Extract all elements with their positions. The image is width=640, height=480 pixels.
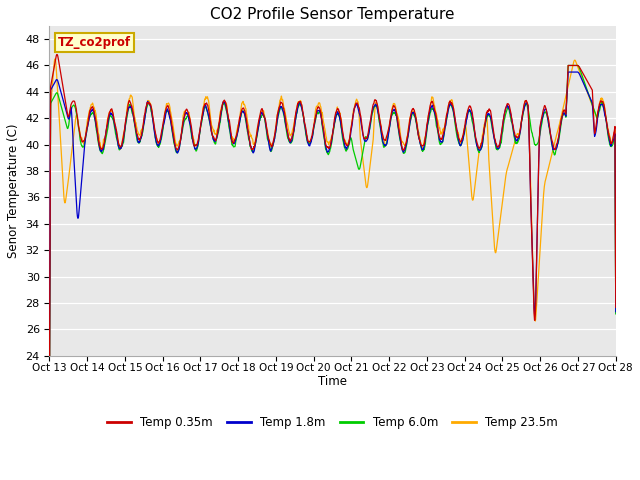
X-axis label: Time: Time — [318, 375, 347, 388]
Y-axis label: Senor Temperature (C): Senor Temperature (C) — [7, 123, 20, 258]
Text: TZ_co2prof: TZ_co2prof — [58, 36, 131, 48]
Legend: Temp 0.35m, Temp 1.8m, Temp 6.0m, Temp 23.5m: Temp 0.35m, Temp 1.8m, Temp 6.0m, Temp 2… — [102, 411, 563, 433]
Title: CO2 Profile Sensor Temperature: CO2 Profile Sensor Temperature — [211, 7, 455, 22]
